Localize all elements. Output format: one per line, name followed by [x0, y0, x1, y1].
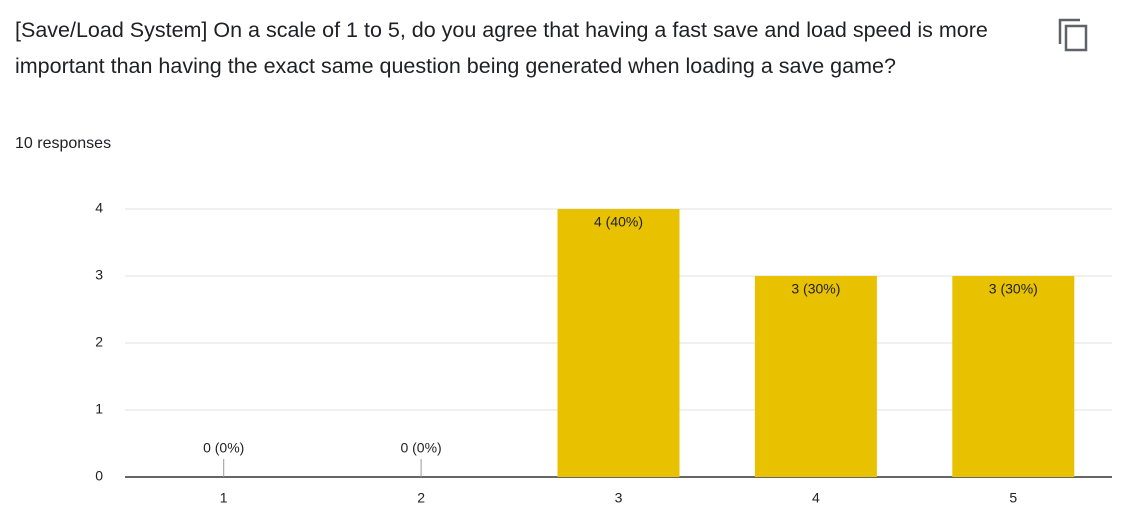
copy-icon-back: [1058, 18, 1080, 44]
y-tick-label: 3: [95, 267, 103, 283]
data-label: 4 (40%): [594, 214, 643, 230]
x-tick-label: 2: [417, 490, 425, 506]
question-title: [Save/Load System] On a scale of 1 to 5,…: [15, 18, 988, 78]
x-tick-label: 4: [812, 490, 820, 506]
data-label: 3 (30%): [791, 281, 840, 297]
bar: [952, 276, 1075, 477]
bar: [754, 276, 877, 477]
y-tick-label: 0: [95, 468, 103, 484]
data-label: 0 (0%): [400, 440, 441, 456]
x-tick-label: 1: [220, 490, 228, 506]
copy-icon[interactable]: [1058, 18, 1088, 52]
copy-icon-front: [1064, 24, 1088, 52]
x-tick-label: 5: [1009, 490, 1017, 506]
x-tick-label: 3: [615, 490, 623, 506]
y-tick-label: 4: [95, 200, 103, 216]
response-count: 10 responses: [15, 135, 112, 152]
data-label: 3 (30%): [989, 281, 1038, 297]
y-tick-label: 1: [95, 401, 103, 417]
data-label: 0 (0%): [203, 440, 244, 456]
bar: [557, 209, 680, 477]
y-tick-label: 2: [95, 334, 103, 350]
